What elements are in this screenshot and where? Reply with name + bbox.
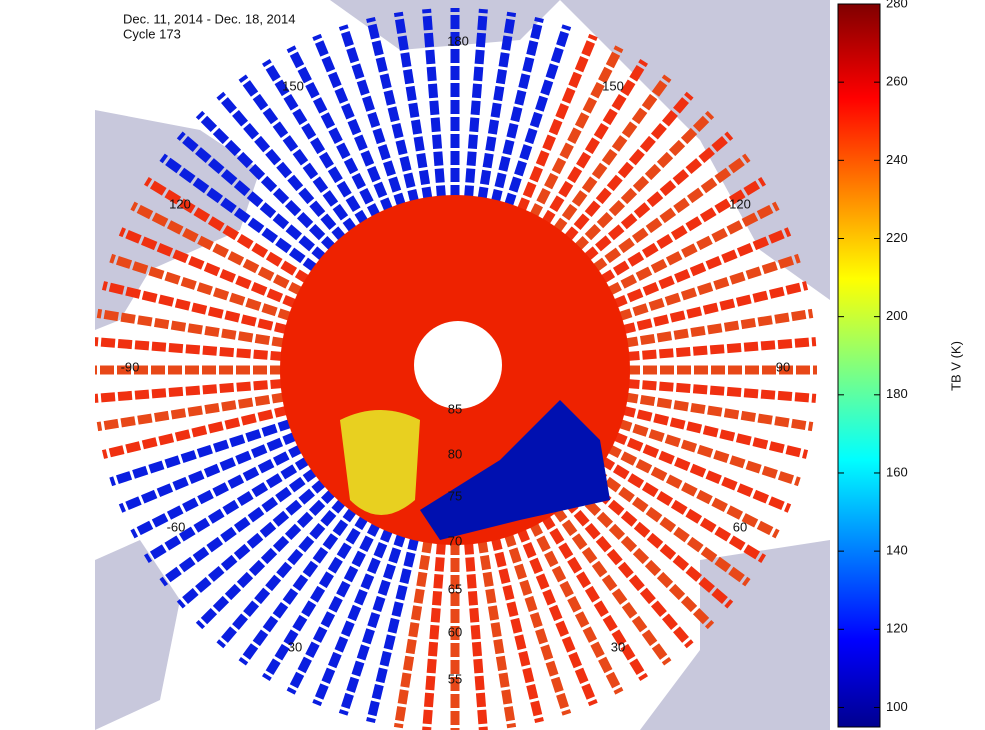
longitude-label: 30 <box>611 639 625 654</box>
colorbar <box>837 3 881 728</box>
colorbar-tick-label: 100 <box>886 699 908 714</box>
longitude-label: 150 <box>602 78 624 93</box>
longitude-label: 150 <box>282 78 304 93</box>
colorbar-tick-label: 240 <box>886 152 908 167</box>
latitude-label: 55 <box>448 671 462 686</box>
longitude-label: 30 <box>288 639 302 654</box>
colorbar-tick-label: 140 <box>886 543 908 558</box>
map <box>95 0 830 730</box>
land <box>330 0 560 50</box>
colorbar-label: TB V (K) <box>948 341 963 391</box>
colorbar-tick-label: 260 <box>886 74 908 89</box>
longitude-label: 120 <box>729 196 751 211</box>
ice-zone <box>340 410 420 515</box>
colorbar-tick-label: 200 <box>886 308 908 323</box>
longitude-label: 60 <box>733 519 747 534</box>
title: Dec. 11, 2014 - Dec. 18, 2014 <box>123 11 295 26</box>
colorbar-tick-label: 280 <box>886 0 908 10</box>
longitude-label: 120 <box>169 196 191 211</box>
land <box>560 0 830 300</box>
pole-hole <box>414 321 502 409</box>
colorbar-tick-label: 160 <box>886 464 908 479</box>
open-water <box>420 400 610 540</box>
colorbar-tick-label: 120 <box>886 621 908 636</box>
land <box>640 540 830 730</box>
latitude-label: 75 <box>448 488 462 503</box>
longitude-label: -90 <box>121 359 140 374</box>
longitude-label: 180 <box>447 33 469 48</box>
land <box>95 540 180 730</box>
colorbar-tick-label: 220 <box>886 230 908 245</box>
latitude-label: 60 <box>448 624 462 639</box>
colorbar-tick-label: 180 <box>886 386 908 401</box>
longitude-label: 90 <box>776 359 790 374</box>
latitude-label: 80 <box>448 446 462 461</box>
latitude-label: 65 <box>448 581 462 596</box>
latitude-label: 85 <box>448 401 462 416</box>
map-labels: 180 150 150 120 120 -90 90 -60 60 30 30 85 80 75 70 65 6… <box>121 33 791 686</box>
latitude-label: 70 <box>448 533 462 548</box>
subtitle: Cycle 173 <box>123 26 181 41</box>
longitude-label: -60 <box>167 519 186 534</box>
